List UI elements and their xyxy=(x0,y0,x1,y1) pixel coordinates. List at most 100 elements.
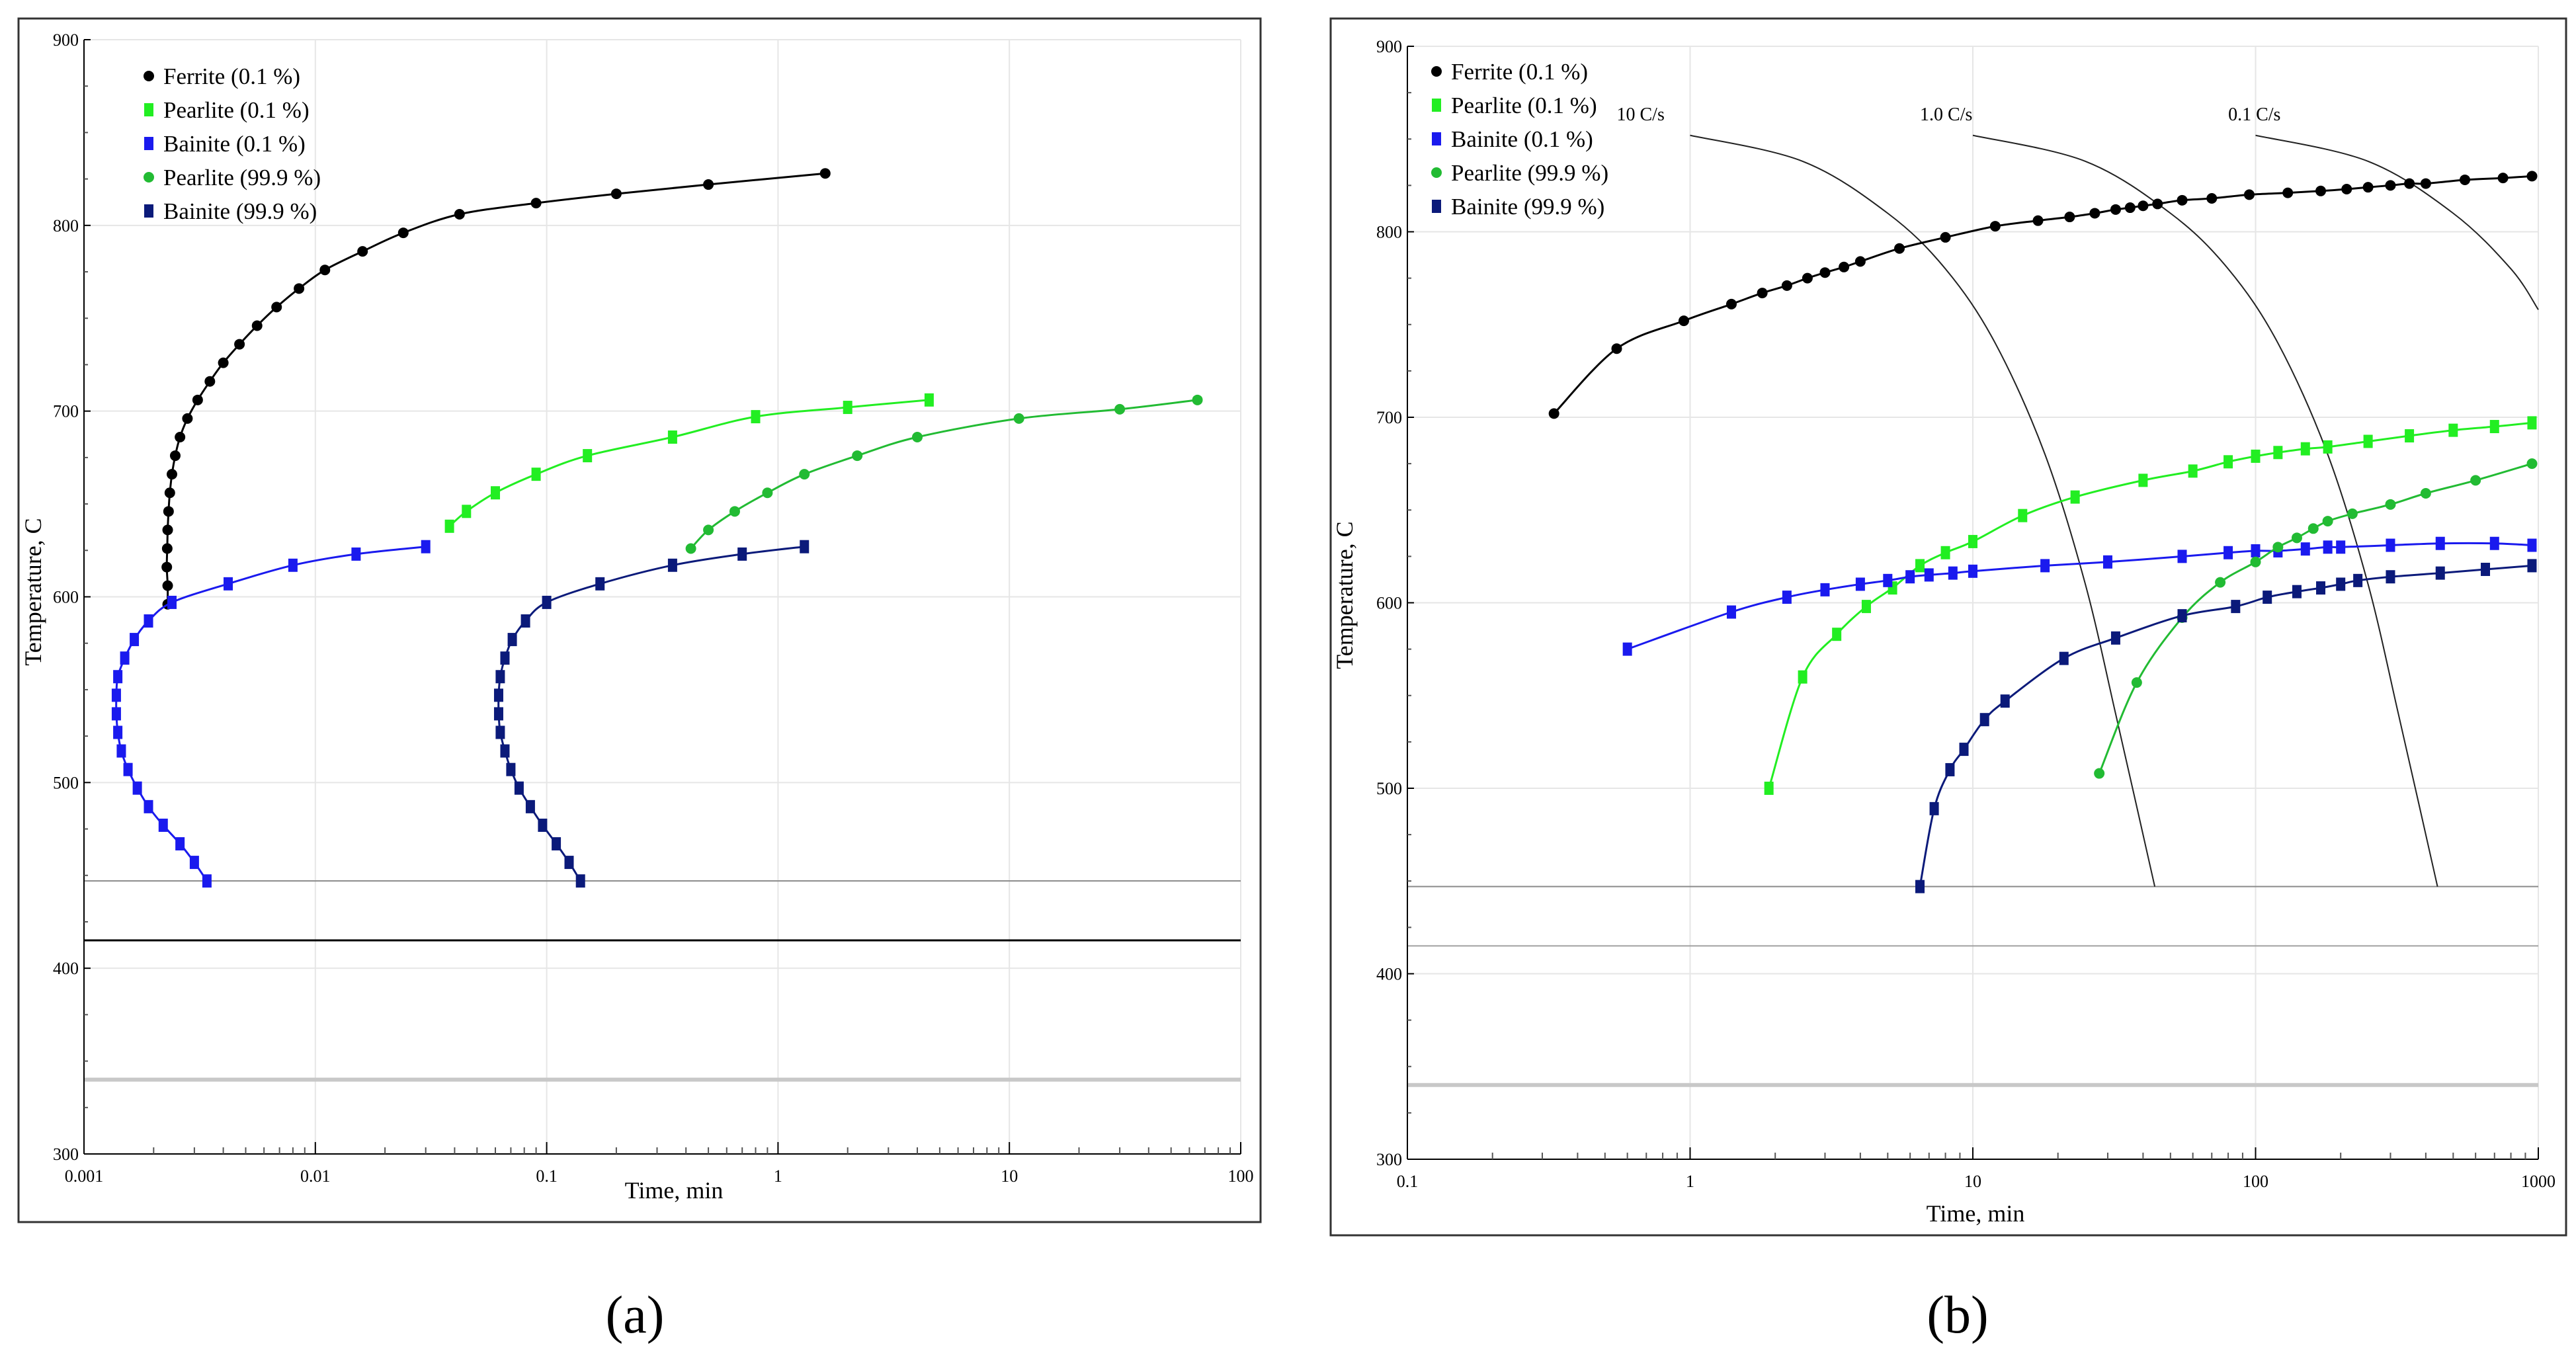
panel-b-legend-swatch xyxy=(1432,200,1441,213)
panel-a-data-point xyxy=(189,856,199,870)
panel-a-data-point xyxy=(575,874,585,888)
panel-a-legend-item-3: Pearlite (99.9 %) xyxy=(144,165,321,190)
panel-a-y-tick-label: 400 xyxy=(53,959,79,978)
panel-b-data-point xyxy=(2316,581,2326,595)
panel-a-data-point xyxy=(852,450,863,462)
panel-a-legend: Ferrite (0.1 %) Pearlite (0.1 %) Bainite (… xyxy=(144,63,321,224)
panel-b-y-tick-label: 900 xyxy=(1376,37,1402,56)
panel-b-data-point xyxy=(1929,801,1939,815)
panel-b-series-line xyxy=(1768,421,2532,789)
panel-b-data-point xyxy=(2323,440,2333,454)
panel-a-series-line xyxy=(448,399,930,527)
panel-b-data-point xyxy=(2206,193,2218,204)
panel-b-data-point xyxy=(1948,566,1958,580)
panel-b-data-point xyxy=(2059,651,2069,665)
panel-a-data-point xyxy=(737,547,747,561)
panel-b-data-point xyxy=(2089,208,2100,219)
panel-b-data-point xyxy=(2404,178,2415,189)
panel-b-data-point xyxy=(2138,473,2148,487)
panel-a-data-point xyxy=(493,688,503,702)
panel-b-data-point xyxy=(2018,509,2028,522)
panel-a-data-point xyxy=(667,430,677,444)
panel-b-data-point xyxy=(2291,532,2302,544)
panel-b-data-point xyxy=(1905,570,1915,584)
panel-b-data-point xyxy=(1611,343,1622,354)
panel-a-data-point xyxy=(271,302,282,313)
panel-a-data-point xyxy=(552,837,561,851)
panel-b-data-point xyxy=(2292,585,2302,598)
panel-a-data-point xyxy=(175,431,186,442)
panel-b-data-point xyxy=(2064,212,2075,223)
panel-b-data-point xyxy=(1915,880,1925,893)
panel-a-data-point xyxy=(251,320,263,331)
panel-a-y-tick-label: 800 xyxy=(53,216,79,235)
panel-b-data-point xyxy=(2138,200,2149,212)
panel-b-data-point xyxy=(1894,243,1905,254)
panel-b-series-2 xyxy=(1622,536,2537,656)
panel-b-data-point xyxy=(2032,215,2044,226)
panel-b-data-point xyxy=(1924,568,1934,582)
panel-b-x-tick-label: 10 xyxy=(1964,1172,1981,1191)
panel-a-data-point xyxy=(493,707,503,721)
panel-b-x-axis-label: Time, min xyxy=(1927,1200,2025,1227)
panel-a-data-point xyxy=(685,543,696,554)
panel-b-data-point xyxy=(2300,542,2310,556)
panel-b-legend-item-4: Bainite (99.9 %) xyxy=(1432,194,1604,220)
panel-b-y-tick-label: 400 xyxy=(1376,965,1402,984)
panel-a-y-tick-label: 600 xyxy=(53,588,79,607)
panel-b-series xyxy=(1548,171,2538,893)
panel-b-data-point xyxy=(2263,591,2272,604)
panel-a-series-1 xyxy=(444,393,934,533)
panel-a-data-point xyxy=(495,725,505,739)
panel-b-legend-label: Ferrite (0.1 %) xyxy=(1451,59,1588,85)
panel-b-data-point xyxy=(2489,536,2499,550)
panel-a-x-tick-label: 0.1 xyxy=(536,1167,558,1186)
panel-b-data-point xyxy=(1678,315,1689,327)
panel-b-data-point xyxy=(1548,408,1559,419)
panel-a-data-point xyxy=(667,558,677,572)
panel-a-legend-item-1: Pearlite (0.1 %) xyxy=(144,97,310,123)
panel-b-frame xyxy=(1329,17,2567,1237)
panel-b-data-point xyxy=(2188,464,2198,478)
panel-a-data-point xyxy=(843,401,852,415)
panel-a-data-point xyxy=(111,688,121,702)
panel-b-caption: (b) xyxy=(1927,1286,1988,1344)
panel-b-data-point xyxy=(2336,540,2346,554)
panel-a-data-point xyxy=(123,762,133,776)
panel-a-data-point xyxy=(819,168,831,179)
panel-a-data-point xyxy=(167,595,177,609)
panel-a-data-point xyxy=(454,208,465,220)
panel-a-y-tick-label: 300 xyxy=(53,1145,79,1164)
panel-b-data-point xyxy=(2353,573,2363,587)
panel-a-legend-label: Ferrite (0.1 %) xyxy=(163,63,300,89)
panel-a-legend-item-0: Ferrite (0.1 %) xyxy=(144,63,300,89)
panel-b-legend: Ferrite (0.1 %) Pearlite (0.1 %) Bainite (… xyxy=(1431,59,1608,220)
panel-b-data-point xyxy=(1940,546,1950,559)
panel-a-data-point xyxy=(192,394,203,405)
panel-b-cooling-curve-1 xyxy=(1972,134,2438,887)
panel-b-data-point xyxy=(1989,221,2001,232)
panel-b-series-3 xyxy=(2094,458,2538,779)
panel-b-y-axis-label: Temperature, C xyxy=(1331,521,1358,669)
panel-b-x-tick-label: 100 xyxy=(2243,1172,2268,1191)
panel-b-data-point xyxy=(2526,458,2538,470)
panel-b-data-point xyxy=(2223,455,2233,469)
panel-b-axes: 0.1 1 10 100 1000 300 400 500 600 700 800 900 xyxy=(1376,37,2555,1191)
panel-b-data-point xyxy=(2347,508,2358,519)
panel-a-data-point xyxy=(500,744,510,758)
panel-b-data-point xyxy=(2386,538,2395,552)
panel-b-data-point xyxy=(2243,189,2255,200)
panel-b-x-tick-label: 0.1 xyxy=(1397,1172,1419,1191)
panel-b-data-point xyxy=(2527,538,2537,552)
panel-b-data-point xyxy=(1855,577,1865,591)
panel-a-data-point xyxy=(531,468,541,481)
panel-b-series-1 xyxy=(1764,416,2537,795)
panel-a-data-point xyxy=(703,524,714,536)
panel-b-data-point xyxy=(2094,768,2105,779)
panel-b-data-point xyxy=(2481,563,2491,577)
panel-a-data-point xyxy=(490,486,500,500)
panel-a-data-point xyxy=(507,633,517,647)
panel-b-data-point xyxy=(2131,677,2142,688)
panel-a-x-tick-label: 1 xyxy=(774,1167,782,1186)
